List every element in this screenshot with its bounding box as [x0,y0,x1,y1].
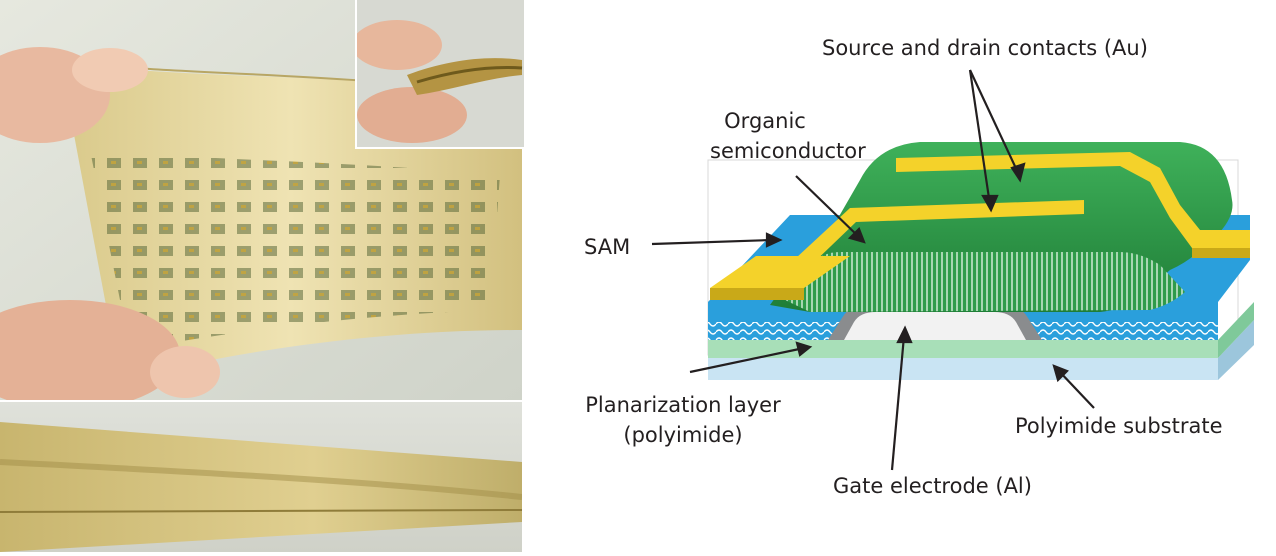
label-planarization-polyimide: (polyimide) [623,423,743,447]
label-sam: SAM [584,235,631,259]
label-polyimide-substrate: Polyimide substrate [1015,414,1223,438]
label-source-drain-contacts: Source and drain contacts (Au) [822,36,1148,60]
label-planarization-layer: Planarization layer [585,393,781,417]
transistor-cross-section-diagram: Source and drain contacts (Au) Organic s… [560,0,1276,552]
polyimide-substrate [708,358,1218,380]
label-gate-electrode: Gate electrode (Al) [833,474,1032,498]
photo-sheet-edge-view [0,402,522,552]
source-contact [896,152,1250,248]
drain-contact-left-lead [710,256,850,288]
drain-contact [796,200,1084,270]
planarization-layer [708,340,1218,358]
photo-rolled-sheet [355,0,524,149]
semiconductor-interface [785,252,1185,312]
annotation-arrows [651,69,1095,471]
label-organic: Organic [724,109,806,133]
finger-bottom [0,300,180,400]
label-semiconductor: semiconductor [710,139,866,163]
